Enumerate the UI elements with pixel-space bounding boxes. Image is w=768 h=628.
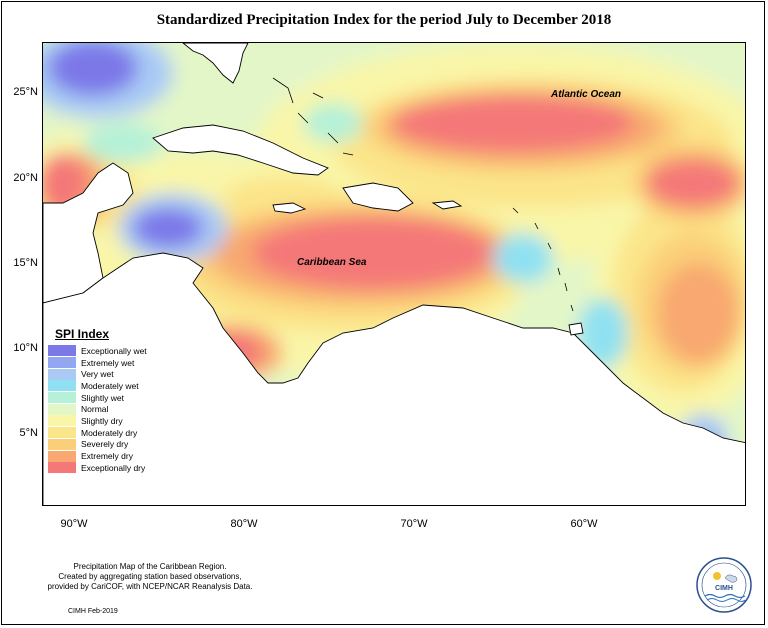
lat-tick-5n: 5°N: [19, 427, 38, 439]
sun-icon: [713, 572, 721, 580]
spi-map-canvas: [43, 43, 745, 505]
legend-item: Moderately dry: [45, 427, 175, 439]
legend-swatch: [48, 380, 77, 392]
map-title: Standardized Precipitation Index for the…: [156, 12, 612, 28]
legend-swatch: [48, 415, 77, 427]
legend-label: Slightly dry: [81, 415, 123, 426]
legend-rows: Exceptionally wet Extremely wet Very wet Mo…: [45, 345, 175, 474]
lat-tick-10n: 10°N: [13, 342, 38, 354]
legend-label: Exceptionally dry: [81, 462, 146, 473]
legend-label: Moderately dry: [81, 427, 138, 438]
legend-swatch: [48, 345, 77, 357]
puerto-rico-land: [431, 200, 463, 210]
legend-label: Slightly wet: [81, 392, 124, 403]
legend-item: Extremely wet: [45, 357, 175, 369]
lon-tick-80w: 80°W: [230, 518, 258, 530]
lon-tick-60w: 60°W: [570, 518, 598, 530]
legend-label: Very wet: [81, 369, 114, 380]
cuba-land: [152, 124, 329, 176]
legend-swatch: [48, 427, 77, 439]
legend-item: Slightly dry: [45, 415, 175, 427]
legend-item: Exceptionally wet: [45, 345, 175, 357]
spi-legend: SPI Index Exceptionally wet Extremely wet…: [45, 325, 175, 478]
lesser-antilles: [512, 207, 574, 312]
legend-label: Severely dry: [81, 439, 129, 450]
lon-tick-70w: 70°W: [400, 518, 428, 530]
hispaniola-land: [342, 182, 414, 212]
footnote-line-3: provided by CariCOF, with NCEP/NCAR Rean…: [47, 582, 253, 591]
map-footnote: Precipitation Map of the Caribbean Regio…: [10, 562, 290, 592]
legend-item: Very wet: [45, 368, 175, 380]
legend-label: Moderately wet: [81, 380, 139, 391]
wave-icon: [704, 593, 746, 599]
caribbean-sea-label: Caribbean Sea: [297, 257, 367, 268]
legend-item: Moderately wet: [45, 380, 175, 392]
logo-text: CIMH: [715, 585, 733, 592]
credit-text: CIMH Feb-2019: [68, 608, 118, 615]
legend-swatch: [48, 403, 77, 415]
legend-label: Normal: [81, 404, 109, 415]
jamaica-land: [272, 202, 307, 214]
legend-item: Normal: [45, 403, 175, 415]
lat-tick-20n: 20°N: [13, 172, 38, 184]
legend-swatch: [48, 357, 77, 369]
florida-land: [182, 43, 249, 84]
cimh-logo: CIMH: [695, 556, 753, 614]
footnote-line-2: Created by aggregating station based obs…: [58, 572, 242, 581]
land-masses: [43, 43, 745, 505]
lon-tick-90w: 90°W: [60, 518, 88, 530]
legend-item: Severely dry: [45, 438, 175, 451]
legend-swatch: [48, 368, 77, 380]
footnote-line-1: Precipitation Map of the Caribbean Regio…: [73, 562, 227, 571]
legend-item: Exceptionally dry: [45, 462, 175, 474]
atlantic-ocean-label: Atlantic Ocean: [551, 89, 622, 100]
central-america-land: [43, 252, 745, 505]
cimh-logo-graphic: CIMH: [696, 557, 752, 613]
legend-item: Extremely dry: [45, 450, 175, 462]
legend-item: Slightly wet: [45, 392, 175, 404]
legend-swatch: [48, 450, 77, 462]
legend-label: Extremely dry: [81, 451, 133, 462]
trinidad-land: [568, 322, 584, 336]
lat-tick-15n: 15°N: [13, 257, 38, 269]
lat-tick-25n: 25°N: [13, 86, 38, 98]
legend-label: Extremely wet: [81, 357, 135, 368]
legend-title: SPI Index: [55, 327, 110, 341]
legend-swatch: [48, 438, 77, 450]
cloud-icon: [724, 574, 738, 583]
legend-swatch: [48, 392, 77, 404]
legend-label: Exceptionally wet: [81, 345, 147, 356]
legend-swatch: [48, 462, 77, 474]
bahamas-islands: [272, 77, 354, 156]
